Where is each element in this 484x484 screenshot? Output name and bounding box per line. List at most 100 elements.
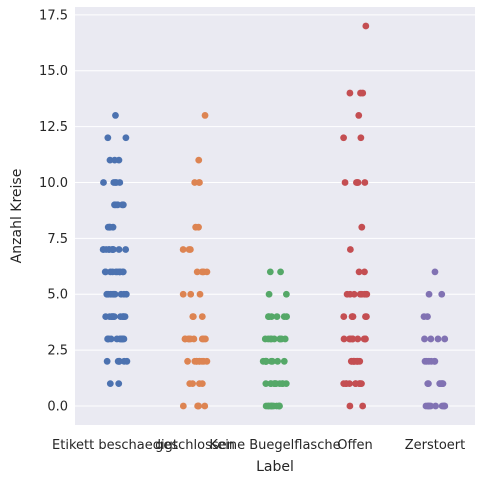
data-point — [421, 335, 428, 343]
data-point — [265, 313, 273, 320]
data-point — [119, 313, 127, 320]
data-point — [195, 223, 202, 231]
data-point — [115, 357, 123, 365]
data-point — [280, 357, 288, 365]
data-point — [440, 402, 447, 410]
data-point — [267, 335, 274, 343]
data-point — [185, 335, 193, 343]
data-point — [99, 246, 107, 253]
data-point — [357, 89, 364, 97]
data-point — [281, 335, 289, 343]
data-point — [427, 335, 435, 343]
data-point — [361, 268, 368, 276]
data-point — [179, 290, 187, 298]
data-point — [189, 313, 197, 320]
data-point — [355, 112, 363, 119]
data-point — [350, 290, 358, 298]
data-point — [111, 179, 119, 186]
data-point — [119, 201, 127, 209]
data-point — [122, 134, 130, 142]
x-tick-label: geschlossen — [155, 438, 235, 453]
data-point — [432, 402, 440, 410]
grid-lines — [75, 14, 475, 407]
data-point — [122, 246, 130, 253]
data-point — [276, 402, 283, 410]
data-point — [349, 335, 357, 343]
data-point — [276, 335, 284, 343]
data-point — [265, 402, 273, 410]
data-point — [271, 380, 278, 388]
y-tick-label: 17.5 — [39, 8, 68, 23]
data-point — [358, 290, 366, 298]
data-point — [104, 223, 112, 231]
data-point — [437, 380, 445, 388]
data-point — [346, 89, 354, 97]
data-point — [363, 313, 370, 320]
data-point — [104, 134, 112, 142]
data-point — [274, 357, 282, 365]
data-point — [186, 380, 194, 388]
data-point — [431, 268, 439, 276]
data-point — [114, 201, 122, 209]
data-point — [109, 223, 117, 231]
data-point — [120, 290, 128, 298]
data-point — [360, 335, 368, 343]
data-point — [116, 268, 124, 276]
data-point — [282, 290, 290, 298]
data-point — [441, 335, 449, 343]
y-tick-label: 12.5 — [39, 120, 68, 135]
data-point — [353, 357, 361, 365]
data-point — [340, 335, 348, 343]
data-point — [340, 313, 348, 320]
data-point — [196, 290, 204, 298]
data-point — [427, 402, 435, 410]
data-point — [109, 268, 116, 276]
data-point — [363, 290, 371, 298]
data-point — [106, 156, 114, 164]
data-point — [265, 290, 273, 298]
data-point — [434, 335, 442, 343]
data-point — [340, 134, 347, 142]
data-point — [346, 402, 354, 410]
data-point — [201, 112, 209, 119]
data-point — [103, 357, 111, 365]
data-point — [438, 290, 446, 298]
y-tick-labels: 0.0 2.5 5.0 7.5 10.0 12.5 15.0 17.5 — [39, 8, 68, 414]
data-point — [354, 335, 362, 343]
data-point — [262, 357, 270, 365]
y-tick-label: 2.5 — [47, 344, 68, 359]
data-point — [358, 223, 366, 231]
data-point — [341, 179, 349, 186]
data-point — [187, 290, 195, 298]
data-point — [348, 313, 356, 320]
data-point — [196, 357, 204, 365]
data-point — [106, 380, 114, 388]
data-point — [110, 290, 117, 298]
data-point — [273, 313, 281, 320]
data-point — [420, 313, 428, 320]
data-point — [362, 22, 370, 30]
data-point — [342, 380, 350, 388]
y-tick-label: 15.0 — [39, 64, 68, 79]
y-axis-label: Anzahl Kreise — [9, 169, 25, 264]
data-point — [195, 402, 202, 410]
x-tick-label: Keine Buegelflasche — [209, 438, 340, 453]
data-point — [198, 313, 206, 320]
data-point — [353, 179, 360, 186]
data-point — [179, 402, 187, 410]
x-tick-label: Offen — [337, 438, 372, 453]
data-point — [115, 246, 123, 253]
data-point — [185, 246, 193, 253]
x-tick-label: Etikett beschaedigt — [52, 438, 178, 453]
data-point — [261, 335, 269, 343]
data-point — [115, 380, 123, 388]
y-tick-label: 5.0 — [47, 288, 68, 303]
data-point — [104, 335, 112, 343]
x-tick-label: Zerstoert — [405, 438, 466, 453]
data-point — [195, 156, 203, 164]
data-point — [268, 357, 276, 365]
data-point — [196, 380, 203, 388]
data-point — [200, 268, 208, 276]
